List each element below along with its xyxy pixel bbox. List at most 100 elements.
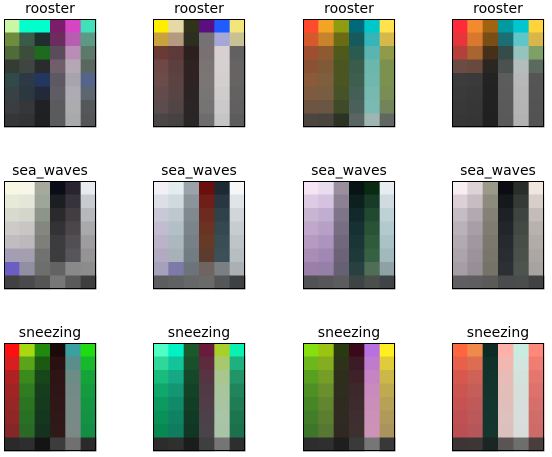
heatmap-cell <box>303 262 319 276</box>
heatmap-cell <box>349 235 365 249</box>
heatmap-cell <box>333 86 350 101</box>
heatmap-cell <box>333 397 350 411</box>
heatmap-cell <box>50 46 66 60</box>
heatmap-cell <box>168 194 185 209</box>
heatmap-cell <box>303 424 319 438</box>
heatmap-cell <box>199 410 215 425</box>
heatmap-cell <box>19 262 36 276</box>
heatmap-cell <box>482 113 499 128</box>
heatmap-cell <box>214 356 231 371</box>
heatmap-cell <box>333 19 350 33</box>
heatmap-cell <box>528 437 545 452</box>
heatmap-cell <box>229 46 246 60</box>
heatmap-cell <box>4 248 20 263</box>
heatmap-cell <box>153 383 169 398</box>
heatmap-cell <box>4 235 20 249</box>
heatmap-cell <box>168 73 185 87</box>
heatmap-cell <box>467 113 484 128</box>
heatmap-cell <box>199 73 215 87</box>
heatmap-cell <box>199 194 215 209</box>
heatmap-cell <box>513 397 530 411</box>
heatmap-cell <box>34 262 51 276</box>
heatmap-cell <box>80 181 97 195</box>
heatmap-cell <box>168 275 185 290</box>
heatmap-cell <box>65 73 82 87</box>
heatmap-cell <box>4 437 20 452</box>
heatmap-cell <box>452 221 468 236</box>
heatmap-cell <box>303 86 319 101</box>
heatmap-cell <box>349 86 365 101</box>
heatmap-cell <box>65 235 82 249</box>
heatmap-cell <box>153 208 169 222</box>
heatmap-cell <box>364 73 381 87</box>
heatmap-cell <box>65 59 82 74</box>
heatmap-cell <box>498 424 514 438</box>
heatmap-cell <box>333 32 350 47</box>
heatmap-cell <box>467 19 484 33</box>
heatmap-cell <box>34 437 51 452</box>
heatmap-cell <box>482 46 499 60</box>
heatmap-cell <box>452 262 468 276</box>
heatmap-cell <box>364 113 381 128</box>
heatmap-cell <box>379 397 396 411</box>
heatmap-cell <box>229 113 246 128</box>
heatmap-cell <box>214 181 231 195</box>
heatmap-cell <box>65 370 82 384</box>
heatmap-cell <box>513 181 530 195</box>
heatmap-cell <box>153 221 169 236</box>
heatmap-cell <box>214 73 231 87</box>
heatmap-cell <box>4 221 20 236</box>
heatmap-cell <box>498 113 514 128</box>
heatmap-cell <box>528 19 545 33</box>
heatmap-cell <box>528 32 545 47</box>
heatmap-cell <box>199 235 215 249</box>
heatmap-cell <box>50 356 66 371</box>
heatmap-cell <box>199 46 215 60</box>
heatmap-cell <box>379 194 396 209</box>
heatmap-cell <box>349 194 365 209</box>
heatmap-cell <box>183 262 200 276</box>
heatmap-cell <box>318 194 335 209</box>
heatmap-cell <box>183 221 200 236</box>
heatmap-cell <box>318 208 335 222</box>
heatmap-cell <box>349 19 365 33</box>
heatmap-cell <box>318 356 335 371</box>
heatmap-cell <box>364 343 381 357</box>
heatmap-cell <box>303 19 319 33</box>
heatmap-cell <box>229 19 246 33</box>
panel-title: sneezing <box>168 325 230 341</box>
heatmap-cell <box>498 100 514 114</box>
heatmap-cell <box>183 397 200 411</box>
heatmap-cell <box>199 248 215 263</box>
heatmap-cell <box>153 113 169 128</box>
heatmap-cell <box>168 113 185 128</box>
heatmap-cell <box>4 410 20 425</box>
heatmap-cell <box>379 100 396 114</box>
heatmap-cell <box>467 383 484 398</box>
heatmap-cell <box>349 275 365 290</box>
heatmap-cell <box>65 86 82 101</box>
heatmap-cell <box>19 356 36 371</box>
heatmap-cell <box>379 262 396 276</box>
heatmap-cell <box>4 356 20 371</box>
heatmap-cell <box>498 86 514 101</box>
heatmap-cell <box>498 208 514 222</box>
heatmap-cell <box>153 248 169 263</box>
heatmap-cell <box>528 86 545 101</box>
heatmap-panel: sneezing <box>153 325 246 452</box>
heatmap-cell <box>349 59 365 74</box>
heatmap-cell <box>153 262 169 276</box>
heatmap-cell <box>80 32 97 47</box>
heatmap-cell <box>199 113 215 128</box>
heatmap-cell <box>379 73 396 87</box>
heatmap-cell <box>379 19 396 33</box>
heatmap-cell <box>153 397 169 411</box>
heatmap-cell <box>4 194 20 209</box>
heatmap-cell <box>318 181 335 195</box>
heatmap-cell <box>80 100 97 114</box>
heatmap-cell <box>19 208 36 222</box>
panel-frame <box>153 343 245 451</box>
heatmap-cell <box>318 424 335 438</box>
heatmap-cell <box>379 181 396 195</box>
heatmap-cell <box>379 383 396 398</box>
